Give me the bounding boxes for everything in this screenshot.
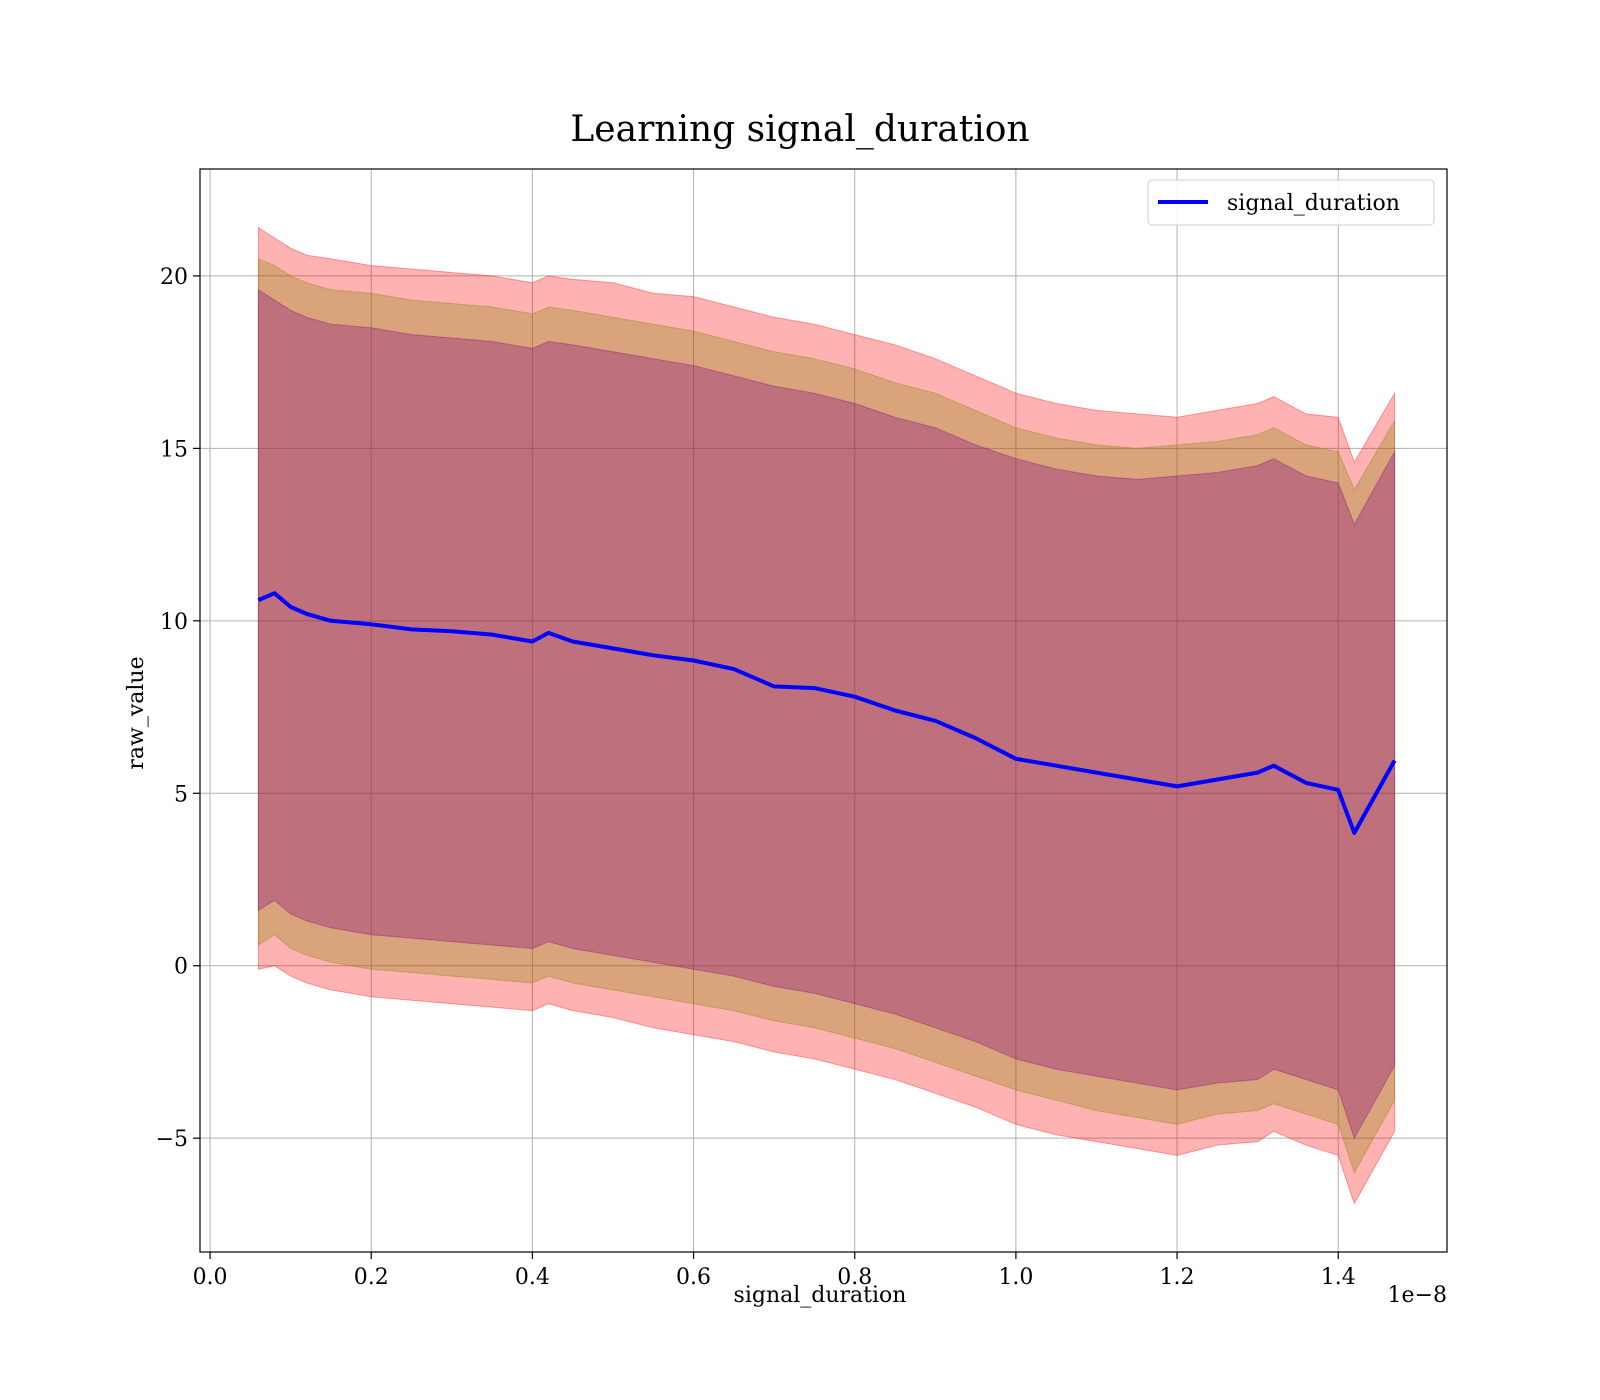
chart-title: Learning signal_duration bbox=[570, 109, 1029, 150]
y-tick-label: 10 bbox=[160, 610, 188, 635]
x-axis-ticks: 0.0 0.2 0.4 0.6 0.8 1.0 1.2 1.4 bbox=[193, 1252, 1356, 1290]
legend-box bbox=[1147, 179, 1435, 226]
series-lines bbox=[257, 591, 1397, 835]
band-middle bbox=[257, 257, 1396, 1174]
uncertainty-bands bbox=[257, 226, 1396, 1205]
y-axis-ticks: −5 0 5 10 15 20 bbox=[156, 265, 200, 1152]
y-tick-label: 20 bbox=[160, 265, 188, 290]
plot-area-frame bbox=[199, 168, 1448, 1253]
x-tick-label: 1.2 bbox=[1160, 1265, 1195, 1290]
y-tick-label: −5 bbox=[156, 1127, 188, 1152]
y-axis-label: raw_value bbox=[124, 656, 149, 769]
x-tick-label: 0.8 bbox=[837, 1265, 872, 1290]
x-tick-label: 1.4 bbox=[1321, 1265, 1356, 1290]
x-axis-label: signal_duration bbox=[734, 1283, 907, 1308]
x-tick-label: 0.4 bbox=[515, 1265, 550, 1290]
x-axis-offset-label: 1e−8 bbox=[1388, 1283, 1447, 1308]
x-tick-label: 0.0 bbox=[193, 1265, 228, 1290]
band-inner bbox=[257, 288, 1396, 1140]
band-outer bbox=[257, 226, 1396, 1205]
legend-label: signal_duration bbox=[1227, 191, 1400, 216]
x-tick-label: 0.2 bbox=[354, 1265, 389, 1290]
y-tick-label: 15 bbox=[160, 437, 188, 462]
series-line-signal-duration bbox=[257, 591, 1397, 835]
grid bbox=[200, 169, 1447, 1252]
x-tick-label: 1.0 bbox=[998, 1265, 1033, 1290]
y-tick-label: 0 bbox=[174, 955, 188, 980]
x-tick-label: 0.6 bbox=[676, 1265, 711, 1290]
legend: signal_duration bbox=[1147, 179, 1435, 226]
y-tick-label: 5 bbox=[174, 782, 188, 807]
